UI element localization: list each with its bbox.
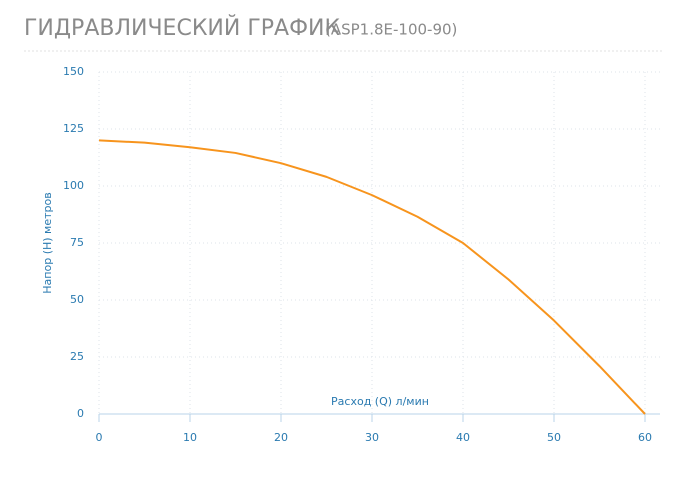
- y-tick-label: 150: [63, 65, 84, 78]
- y-tick-label: 100: [63, 179, 84, 192]
- x-tick-label: 10: [183, 431, 197, 444]
- x-tick-label: 20: [274, 431, 288, 444]
- x-tick-label: 30: [365, 431, 379, 444]
- chart-title: ГИДРАВЛИЧЕСКИЙ ГРАФИК: [24, 15, 340, 41]
- x-tick-label: 0: [96, 431, 103, 444]
- chart-subtitle: (ASP1.8E-100-90): [325, 21, 457, 39]
- x-axis-label: Расход (Q) л/мин: [331, 395, 429, 408]
- y-axis-label: Напор (H) метров: [41, 192, 54, 293]
- y-tick-label: 50: [70, 293, 84, 306]
- line-series: [98, 139, 646, 415]
- y-tick-label: 125: [63, 122, 84, 135]
- x-tick-label: 40: [456, 431, 470, 444]
- y-tick-label: 0: [77, 407, 84, 420]
- y-tick-label: 25: [70, 350, 84, 363]
- y-tick-label: 75: [70, 236, 84, 249]
- x-tick-label: 60: [638, 431, 652, 444]
- x-tick-label: 50: [547, 431, 561, 444]
